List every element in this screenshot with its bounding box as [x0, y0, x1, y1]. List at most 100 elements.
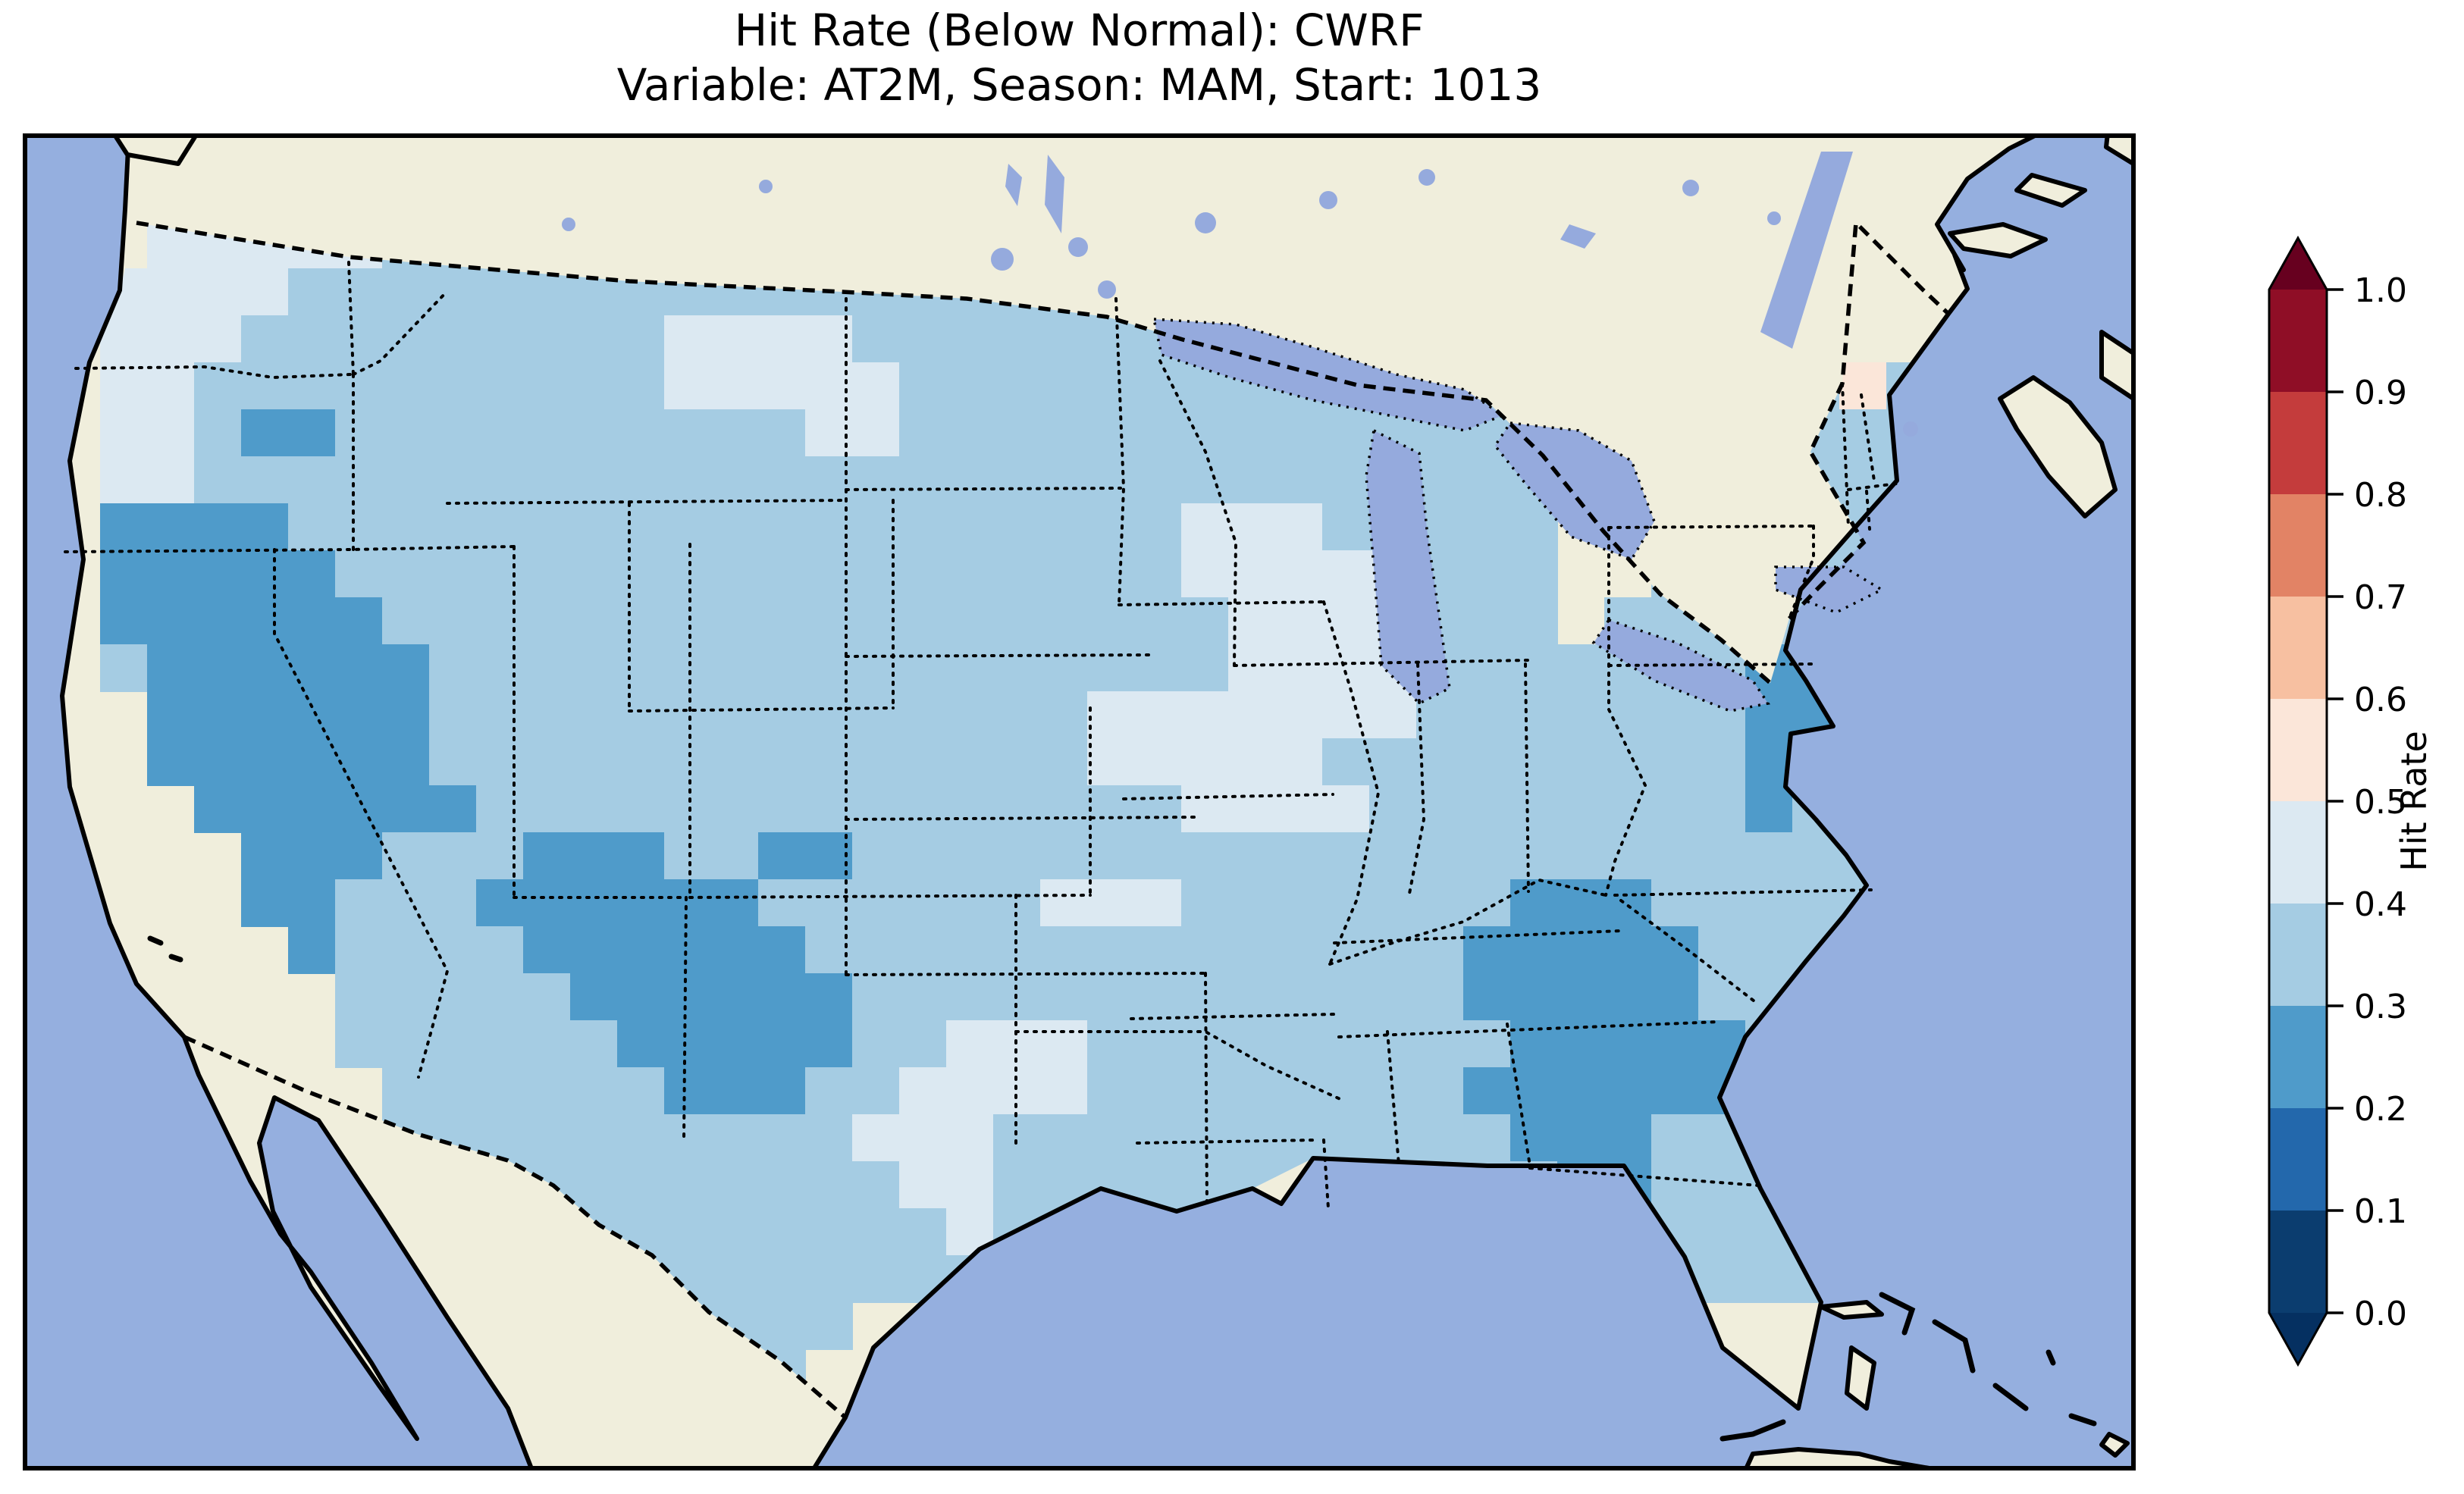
hit-rate-cell	[617, 1114, 665, 1162]
hit-rate-cell	[1604, 879, 1652, 927]
nova-scotia	[1998, 375, 2118, 518]
hit-rate-cell	[523, 973, 571, 1021]
hit-rate-cell	[1181, 973, 1229, 1021]
colorbar-axis-label: Hit Rate	[2393, 731, 2434, 872]
colorbar-segment	[2269, 597, 2327, 699]
hit-rate-cell	[993, 879, 1041, 927]
hit-rate-cell	[1416, 1114, 1464, 1162]
hit-rate-cell	[1181, 691, 1229, 739]
hit-rate-cell	[1604, 1020, 1652, 1068]
hit-rate-cell	[617, 456, 665, 504]
hit-rate-cell	[194, 503, 242, 551]
hit-rate-cell	[1040, 738, 1088, 786]
hit-rate-cell	[946, 832, 994, 880]
hit-rate-cell	[1463, 832, 1511, 880]
hit-rate-cell	[429, 409, 477, 457]
cape-breton	[2099, 330, 2136, 402]
hit-rate-cell	[1651, 1020, 1699, 1068]
hit-rate-cell	[1557, 879, 1605, 927]
colorbar-tick-labels: 1.0 0.9 0.8 0.7 0.6 0.5 0.4 0.3 0.2 0.1 0.0	[2354, 271, 2407, 1333]
hit-rate-cell	[1181, 456, 1229, 504]
hit-rate-cell	[711, 926, 759, 974]
hit-rate-cell	[382, 597, 430, 645]
hit-rate-cell	[899, 832, 947, 880]
hit-rate-cell	[758, 1161, 806, 1209]
hit-rate-cell	[1087, 691, 1135, 739]
hit-rate-cell	[1275, 644, 1323, 692]
hit-rate-cell	[1557, 832, 1605, 880]
hit-rate-cell	[570, 785, 618, 833]
hit-rate-cell	[241, 456, 289, 504]
hit-rate-cell	[570, 409, 618, 457]
hit-rate-cell	[1463, 644, 1511, 692]
hit-rate-cell	[758, 362, 806, 410]
hit-rate-cell	[335, 362, 383, 410]
hit-rate-cell	[1651, 1114, 1699, 1162]
hit-rate-cell	[758, 785, 806, 833]
hit-rate-cell	[711, 738, 759, 786]
hit-rate-cell	[1557, 691, 1605, 739]
hit-rate-cell	[1134, 1114, 1182, 1162]
hit-rate-cell	[429, 597, 477, 645]
hit-rate-cell	[711, 503, 759, 551]
hit-rate-cell	[1322, 879, 1370, 927]
grand-bahama	[1819, 1300, 1884, 1320]
hit-rate-cell	[1510, 832, 1558, 880]
hit-rate-cell	[664, 315, 712, 363]
hit-rate-cell	[1275, 550, 1323, 598]
hit-rate-cell	[758, 550, 806, 598]
hit-rate-cell	[711, 785, 759, 833]
hit-rate-cell	[476, 315, 524, 363]
hit-rate-cell	[1134, 785, 1182, 833]
hit-rate-cell	[899, 362, 947, 410]
colorbar-tick-label: 0.6	[2354, 681, 2407, 719]
hit-rate-cell	[382, 644, 430, 692]
hit-rate-cell	[946, 503, 994, 551]
hit-rate-cell	[1557, 1020, 1605, 1068]
hit-rate-cell	[523, 550, 571, 598]
hit-rate-cell	[1463, 1114, 1511, 1162]
colorbar-tick-label: 1.0	[2354, 271, 2407, 310]
hit-rate-cell	[899, 738, 947, 786]
hit-rate-cell	[1792, 879, 1840, 927]
hit-rate-cell	[476, 973, 524, 1021]
hit-rate-cell	[194, 691, 242, 739]
hit-rate-cell	[1134, 926, 1182, 974]
hit-rate-cell	[147, 691, 195, 739]
hit-rate-cell	[523, 597, 571, 645]
hit-rate-cell	[664, 832, 712, 880]
hit-rate-cell	[993, 315, 1041, 363]
hit-rate-cell	[570, 456, 618, 504]
hit-rate-cell	[241, 503, 289, 551]
hit-rate-cell	[570, 879, 618, 927]
hit-rate-cell	[1463, 738, 1511, 786]
hit-rate-cell	[1087, 1067, 1135, 1115]
hit-rate-cell	[570, 1114, 618, 1162]
hit-rate-cell	[523, 738, 571, 786]
hit-rate-cell	[335, 879, 383, 927]
colorbar-tick-label: 0.2	[2354, 1090, 2407, 1129]
lake-huron	[1495, 423, 1654, 559]
hit-rate-cell	[1322, 1020, 1370, 1068]
hit-rate-cell	[1040, 832, 1088, 880]
hit-rate-cell	[899, 879, 947, 927]
hit-rate-cell	[1275, 597, 1323, 645]
hit-rate-cell	[570, 1161, 618, 1209]
hit-rate-cell	[758, 597, 806, 645]
hit-rate-cell	[664, 973, 712, 1021]
hit-rate-cell	[852, 785, 900, 833]
hit-rate-cell	[852, 926, 900, 974]
hit-rate-cell	[194, 362, 242, 410]
hit-rate-cell	[1228, 1067, 1276, 1115]
hit-rate-cell	[993, 550, 1041, 598]
hit-rate-cell	[1181, 503, 1229, 551]
hit-rate-cell	[1181, 832, 1229, 880]
hit-rate-cell	[852, 1208, 900, 1256]
hit-rate-cell	[570, 832, 618, 880]
hit-rate-cell	[852, 409, 900, 457]
hit-rate-cell	[476, 456, 524, 504]
hit-rate-cell	[1651, 832, 1699, 880]
hit-rate-cell	[382, 832, 430, 880]
hit-rate-cell	[711, 597, 759, 645]
hit-rate-cell	[570, 315, 618, 363]
